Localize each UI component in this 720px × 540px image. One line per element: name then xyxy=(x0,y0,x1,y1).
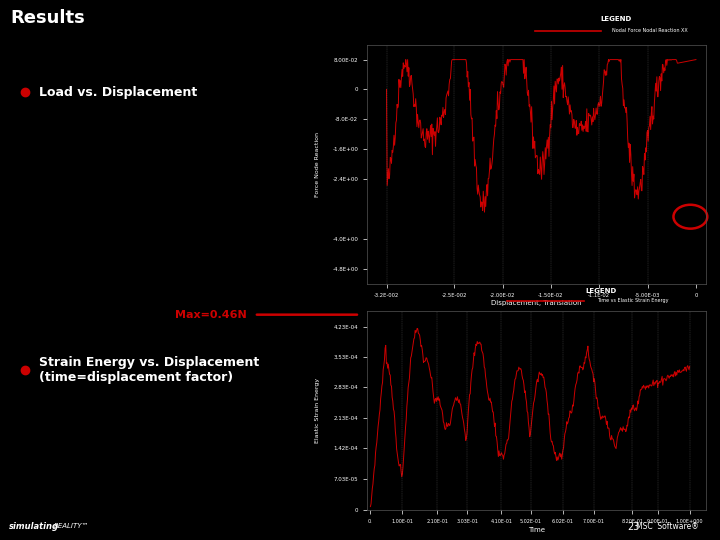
Text: Nodal Force Nodal Reaction XX: Nodal Force Nodal Reaction XX xyxy=(612,28,688,33)
Text: Max=0.46N: Max=0.46N xyxy=(175,309,247,320)
Text: REALITY™: REALITY™ xyxy=(54,523,89,530)
Text: Time vs Elastic Strain Energy: Time vs Elastic Strain Energy xyxy=(597,298,669,303)
Text: simulating: simulating xyxy=(9,522,58,531)
Text: LEGEND: LEGEND xyxy=(585,288,617,294)
Text: 23: 23 xyxy=(627,522,640,531)
X-axis label: Time: Time xyxy=(528,527,545,533)
Text: Results: Results xyxy=(11,9,86,26)
Text: MSC  Software®: MSC Software® xyxy=(636,522,698,531)
Y-axis label: Elastic Strain Energy: Elastic Strain Energy xyxy=(315,378,320,443)
X-axis label: Displacement, Translation: Displacement, Translation xyxy=(491,300,582,306)
Text: Strain Energy vs. Displacement
(time=displacement factor): Strain Energy vs. Displacement (time=dis… xyxy=(39,356,259,383)
Text: LEGEND: LEGEND xyxy=(600,16,631,22)
Text: Load vs. Displacement: Load vs. Displacement xyxy=(39,86,197,99)
Y-axis label: Force Node Reaction: Force Node Reaction xyxy=(315,132,320,197)
